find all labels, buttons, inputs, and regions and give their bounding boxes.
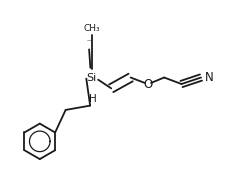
Text: O: O <box>143 77 152 90</box>
Text: H: H <box>89 94 97 104</box>
Text: CH₃: CH₃ <box>83 24 100 33</box>
Text: Si: Si <box>87 73 97 83</box>
Text: —: — <box>86 38 92 43</box>
Text: N: N <box>205 71 214 84</box>
